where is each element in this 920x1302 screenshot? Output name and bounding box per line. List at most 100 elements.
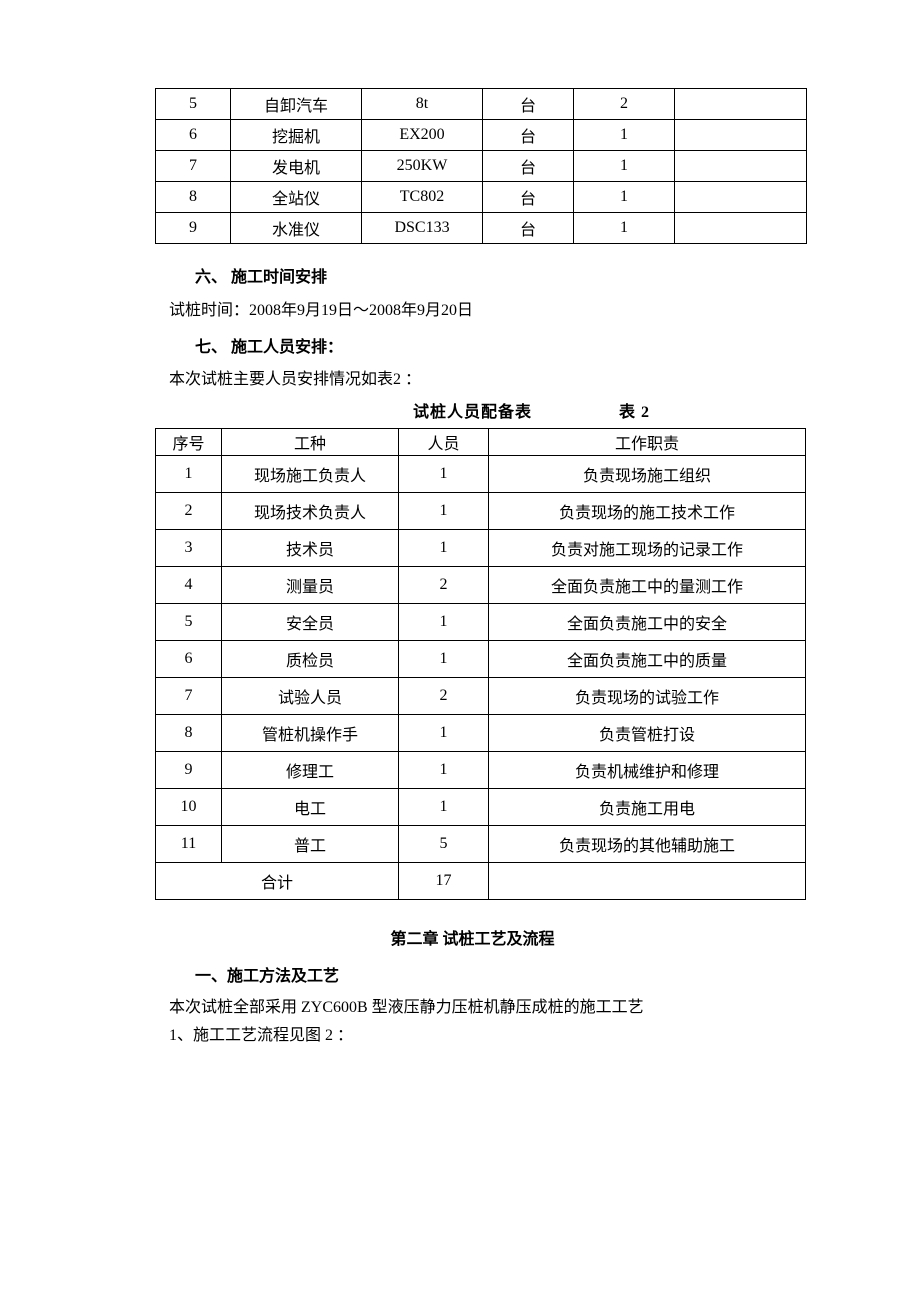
- cell-role: 质检员: [222, 640, 399, 677]
- table-row: 5安全员1全面负责施工中的安全: [156, 603, 806, 640]
- section-6-heading: 六、 施工时间安排: [195, 266, 790, 291]
- cell-no: 9: [156, 751, 222, 788]
- cell-qty: 1: [574, 151, 675, 182]
- cell-qty: 1: [574, 182, 675, 213]
- table-row: 8管桩机操作手1负责管桩打设: [156, 714, 806, 751]
- cell-qty: 1: [574, 213, 675, 244]
- cell-no: 3: [156, 529, 222, 566]
- cell-duty: 全面负责施工中的质量: [489, 640, 806, 677]
- table-row: 3技术员1负责对施工现场的记录工作: [156, 529, 806, 566]
- cell-no: 7: [156, 151, 231, 182]
- cell-duty: 负责现场施工组织: [489, 455, 806, 492]
- cell-role: 电工: [222, 788, 399, 825]
- table-row: 5自卸汽车8t台2: [156, 89, 807, 120]
- cell-role: 现场技术负责人: [222, 492, 399, 529]
- cell-count: 1: [399, 492, 489, 529]
- table-row: 7发电机250KW台1: [156, 151, 807, 182]
- cell-name: 挖掘机: [231, 120, 362, 151]
- cell-duty: 负责施工用电: [489, 788, 806, 825]
- cell-no: 6: [156, 120, 231, 151]
- cell-count: 1: [399, 714, 489, 751]
- cell-model: TC802: [362, 182, 483, 213]
- cell-name: 自卸汽车: [231, 89, 362, 120]
- cell-duty: 全面负责施工中的安全: [489, 603, 806, 640]
- cell-note: [675, 151, 807, 182]
- cell-duty: 负责机械维护和修理: [489, 751, 806, 788]
- table-header-row: 序号 工种 人员 工作职责: [156, 428, 806, 455]
- cell-duty: 全面负责施工中的量测工作: [489, 566, 806, 603]
- cell-duty: 负责管桩打设: [489, 714, 806, 751]
- table2-caption-text: 试桩人员配备表: [413, 404, 532, 421]
- cell-count: 2: [399, 566, 489, 603]
- cell-count: 1: [399, 455, 489, 492]
- table-row: 8全站仪TC802台1: [156, 182, 807, 213]
- cell-model: 250KW: [362, 151, 483, 182]
- cell-role: 安全员: [222, 603, 399, 640]
- cell-qty: 2: [574, 89, 675, 120]
- table-row: 11普工5负责现场的其他辅助施工: [156, 825, 806, 862]
- equipment-table: 5自卸汽车8t台26挖掘机EX200台17发电机250KW台18全站仪TC802…: [155, 88, 807, 244]
- cell-note: [675, 89, 807, 120]
- table2-caption-right: 表 2: [619, 401, 650, 426]
- cell-role: 技术员: [222, 529, 399, 566]
- cell-duty: 负责现场的施工技术工作: [489, 492, 806, 529]
- cell-no: 5: [156, 603, 222, 640]
- cell-count: 5: [399, 825, 489, 862]
- total-label: 合计: [156, 862, 399, 899]
- cell-no: 4: [156, 566, 222, 603]
- col-duty: 工作职责: [489, 428, 806, 455]
- section-7-body: 本次试桩主要人员安排情况如表2 ：: [169, 368, 790, 393]
- cell-model: 8t: [362, 89, 483, 120]
- cell-count: 1: [399, 640, 489, 677]
- cell-role: 试验人员: [222, 677, 399, 714]
- cell-name: 水准仪: [231, 213, 362, 244]
- chapter-2-s1-body2: 1、施工工艺流程见图 2 ：: [169, 1024, 790, 1049]
- personnel-table: 序号 工种 人员 工作职责 1现场施工负责人1负责现场施工组织2现场技术负责人1…: [155, 428, 806, 900]
- cell-unit: 台: [483, 89, 574, 120]
- table-row: 9修理工1负责机械维护和修理: [156, 751, 806, 788]
- cell-role: 测量员: [222, 566, 399, 603]
- cell-unit: 台: [483, 182, 574, 213]
- table-total-row: 合计 17: [156, 862, 806, 899]
- cell-name: 全站仪: [231, 182, 362, 213]
- cell-note: [675, 213, 807, 244]
- cell-role: 管桩机操作手: [222, 714, 399, 751]
- table-row: 2现场技术负责人1负责现场的施工技术工作: [156, 492, 806, 529]
- cell-no: 6: [156, 640, 222, 677]
- cell-duty: 负责对施工现场的记录工作: [489, 529, 806, 566]
- cell-no: 7: [156, 677, 222, 714]
- table-row: 6挖掘机EX200台1: [156, 120, 807, 151]
- section-6-body: 试桩时间：2008年9月19日～2008年9月20日: [169, 299, 790, 324]
- table-row: 9水准仪DSC133台1: [156, 213, 807, 244]
- cell-count: 1: [399, 603, 489, 640]
- cell-role: 现场施工负责人: [222, 455, 399, 492]
- cell-no: 9: [156, 213, 231, 244]
- cell-duty: 负责现场的其他辅助施工: [489, 825, 806, 862]
- table-row: 6质检员1全面负责施工中的质量: [156, 640, 806, 677]
- table2-caption: 试桩人员配备表 表 2: [155, 401, 790, 426]
- table-row: 1现场施工负责人1负责现场施工组织: [156, 455, 806, 492]
- col-no: 序号: [156, 428, 222, 455]
- col-count: 人员: [399, 428, 489, 455]
- cell-unit: 台: [483, 213, 574, 244]
- cell-role: 普工: [222, 825, 399, 862]
- cell-no: 8: [156, 714, 222, 751]
- chapter-2-s1-body1: 本次试桩全部采用 ZYC600B 型液压静力压桩机静压成桩的施工工艺: [169, 996, 790, 1021]
- col-role: 工种: [222, 428, 399, 455]
- cell-qty: 1: [574, 120, 675, 151]
- chapter-2-title: 第二章 试桩工艺及流程: [155, 928, 790, 953]
- cell-count: 1: [399, 751, 489, 788]
- cell-no: 5: [156, 89, 231, 120]
- cell-no: 1: [156, 455, 222, 492]
- cell-count: 2: [399, 677, 489, 714]
- cell-role: 修理工: [222, 751, 399, 788]
- total-empty: [489, 862, 806, 899]
- cell-unit: 台: [483, 151, 574, 182]
- cell-duty: 负责现场的试验工作: [489, 677, 806, 714]
- table-row: 7试验人员2负责现场的试验工作: [156, 677, 806, 714]
- table-row: 4测量员2全面负责施工中的量测工作: [156, 566, 806, 603]
- cell-note: [675, 182, 807, 213]
- cell-note: [675, 120, 807, 151]
- cell-model: DSC133: [362, 213, 483, 244]
- section-7-heading: 七、 施工人员安排：: [195, 336, 790, 361]
